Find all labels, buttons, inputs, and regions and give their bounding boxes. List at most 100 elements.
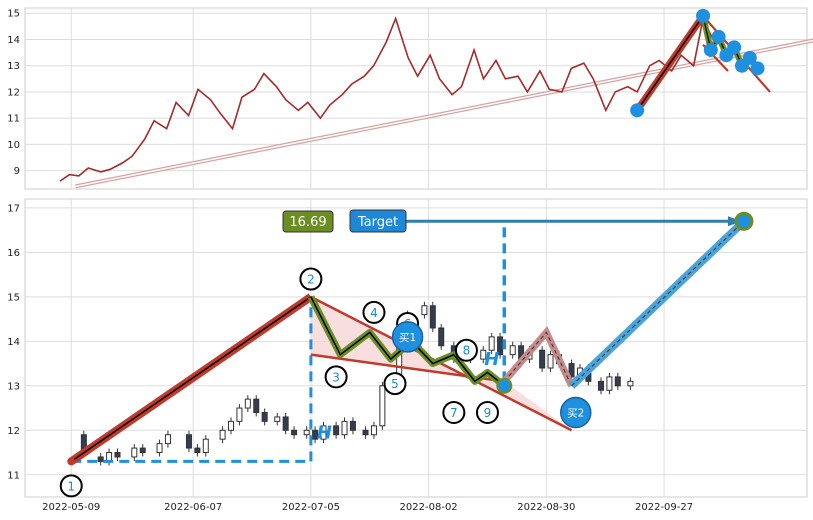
y-tick-label: 10 (7, 140, 20, 151)
candle-body (379, 385, 386, 427)
candle-body (312, 429, 319, 440)
candle-body (253, 398, 260, 413)
target-value-box (282, 210, 334, 233)
candle-body (194, 447, 201, 454)
candle-body (156, 443, 163, 454)
point-label-text: 3 (332, 370, 340, 384)
buy-marker-label: 买2 (567, 407, 584, 419)
x-tick-label: 2022-07-05 (282, 502, 340, 513)
plot-frame (24, 7, 808, 190)
candle-body (114, 452, 121, 458)
y-tick-label: 12 (7, 87, 20, 98)
candle-body (597, 380, 604, 391)
candle-body (627, 380, 634, 387)
y-tick-label: 17 (7, 203, 20, 214)
point-label-text: 8 (463, 344, 471, 358)
candle-body (291, 429, 298, 436)
point-label-circle (59, 474, 83, 498)
candle-body (320, 425, 327, 440)
target-projection-core (571, 220, 745, 387)
candle-body (488, 336, 495, 351)
candle-body (282, 416, 289, 431)
buy-marker-label: 买1 (399, 332, 416, 344)
point-label-circle (475, 400, 499, 424)
x-tick-label: 2022-05-09 (42, 502, 100, 513)
candle-body (228, 420, 235, 431)
candle-body (341, 420, 348, 436)
buy-marker (560, 396, 592, 429)
x-tick-label: 2022-09-27 (635, 502, 693, 513)
target-marker (734, 211, 754, 231)
point-label-text: 4 (370, 306, 378, 320)
wave-path-core (310, 296, 505, 387)
candle-body (261, 411, 268, 422)
candle-body (202, 438, 209, 454)
point-label-text: 5 (391, 377, 399, 391)
candle-body (97, 456, 104, 462)
y-tick-label: 9 (14, 166, 20, 177)
buy-marker (391, 321, 424, 353)
y-tick-label: 14 (7, 35, 20, 46)
wave-marker (750, 61, 765, 76)
point-label-circle (454, 338, 478, 362)
target-label: Target (357, 215, 398, 230)
candle-body (539, 349, 546, 369)
y-tick-label: 11 (7, 114, 20, 125)
trend-arrow-inner (75, 39, 813, 188)
point-label-circle (442, 400, 466, 424)
y-tick-label: 14 (7, 337, 20, 348)
candle-body (164, 434, 171, 445)
wave-marker (742, 50, 757, 65)
wave-marker (711, 29, 726, 44)
point-label-text: 1 (67, 479, 75, 493)
candle-body (236, 407, 243, 422)
candle-body (219, 429, 226, 440)
impulse-line-core (70, 296, 312, 463)
point-label-text: 2 (307, 273, 315, 287)
impulse-line-core (636, 15, 704, 111)
wave-marker (727, 40, 742, 55)
y-tick-label: 13 (7, 61, 20, 72)
candle-body (349, 420, 356, 431)
point-label-text: 7 (450, 406, 458, 420)
y-tick-label: 13 (7, 381, 20, 392)
y-tick-label: 16 (7, 248, 20, 259)
candle-body (429, 305, 436, 329)
candle-body (438, 327, 445, 347)
wave-marker (703, 42, 718, 57)
candle-body (568, 363, 575, 378)
candle-body (547, 354, 554, 369)
candle-body (614, 376, 621, 387)
y-tick-label: 12 (7, 426, 20, 437)
target-box (349, 209, 407, 233)
y-tick-label: 11 (7, 470, 20, 481)
point-label-circle (383, 372, 407, 396)
x-tick-label: 2022-08-30 (517, 502, 575, 513)
candle-body (370, 425, 377, 436)
candle-body (303, 429, 310, 436)
candle-body (480, 349, 487, 360)
candle-body (606, 376, 613, 391)
price-line (59, 15, 726, 182)
candle-body (362, 429, 369, 436)
x-tick-label: 2022-06-07 (164, 502, 222, 513)
wave-marker (696, 8, 711, 23)
impulse-start-dot (67, 457, 76, 466)
target-value-label: 16.69 (289, 215, 326, 230)
candle-body (509, 345, 516, 356)
wave-start-marker (630, 103, 645, 118)
top-price-panel: 9 10 11 12 13 14 15 (7, 7, 813, 190)
point-label-circle (324, 365, 348, 389)
candle-body (421, 305, 428, 316)
y-tick-label: 15 (7, 292, 20, 303)
h-label-2: H (484, 349, 499, 370)
candle-body (185, 434, 192, 449)
y-tick-label: 15 (7, 9, 20, 20)
candle-body (131, 447, 138, 458)
x-tick-label: 2022-08-02 (400, 502, 458, 513)
projection-path-core (503, 331, 573, 387)
wave-end-marker (496, 377, 513, 394)
candle-body (274, 416, 281, 422)
